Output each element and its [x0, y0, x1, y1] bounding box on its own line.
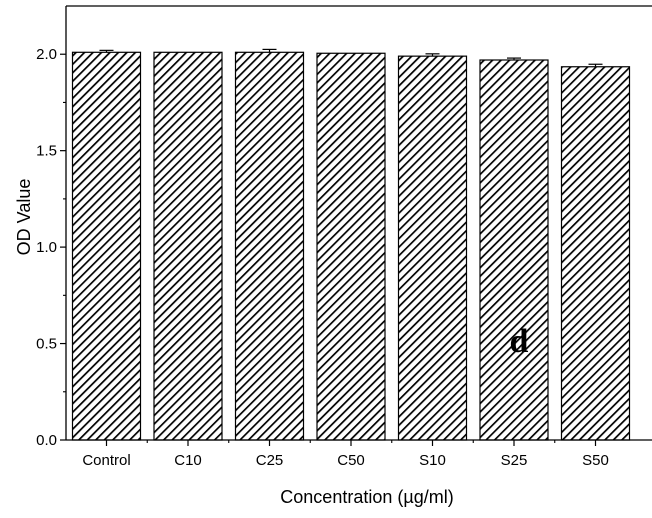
error-bar-s50 [588, 63, 603, 67]
error-bar-s25 [507, 57, 521, 61]
error-bar-control [99, 49, 114, 53]
x-tick-label: S50 [582, 452, 609, 469]
x-tick-label: S25 [501, 452, 528, 469]
bar-s25 [479, 59, 549, 441]
bar-c50 [316, 52, 386, 441]
bar-control [71, 51, 142, 441]
tick-labels: 0.0 0.5 1.0 1.5 2.0 Control C10 C25 C50 S10 S25 S50 [36, 46, 609, 469]
bar-s10 [397, 55, 468, 441]
panel-label: d [510, 323, 529, 360]
x-tick-label: S10 [419, 452, 446, 469]
error-bar-c25 [262, 48, 277, 53]
y-tick-label: 1.5 [36, 143, 57, 160]
x-tick-label: C50 [337, 452, 365, 469]
y-axis-title: OD Value [14, 179, 34, 256]
x-tick-label: C10 [174, 452, 202, 469]
bar-c10 [153, 51, 223, 441]
x-tick-label: C25 [256, 452, 284, 469]
y-tick-label: 2.0 [36, 46, 57, 63]
axes [60, 5, 652, 446]
x-tick-label: Control [82, 452, 130, 469]
bar-s50 [560, 66, 631, 441]
error-bar-series [99, 48, 603, 67]
y-tick-label: 1.0 [36, 239, 57, 256]
bar-c25 [234, 51, 305, 441]
bar-series [71, 51, 631, 441]
y-tick-label: 0.5 [36, 336, 57, 353]
y-tick-label: 0.0 [36, 432, 57, 449]
error-bar-s10 [425, 53, 440, 57]
x-axis-title: Concentration (µg/ml) [280, 487, 453, 507]
